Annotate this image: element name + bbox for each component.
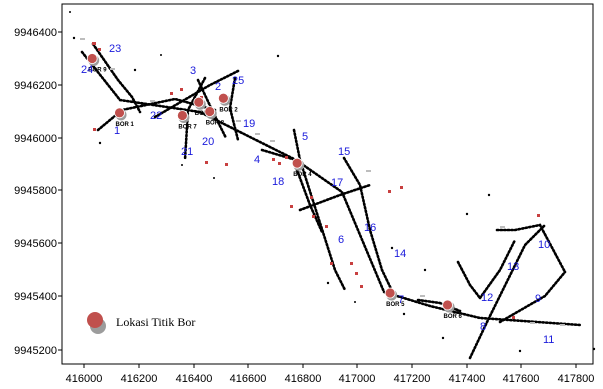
line-label: 4 (254, 154, 260, 166)
x-axis: 416000 416200 416400 416600 416800 41700… (66, 364, 595, 385)
track-line (260, 148, 298, 162)
borehole-marker (114, 107, 125, 119)
line-label: 7 (398, 294, 404, 306)
line-labels: 1 2 3 4 5 6 7 8 9 10 11 12 13 14 15 16 1… (81, 43, 554, 346)
borehole-label: BOR 1 (116, 122, 135, 128)
borehole-marker (193, 96, 205, 108)
track-line (153, 68, 242, 119)
x-tick-label: 417800 (558, 373, 595, 385)
borehole-marker (384, 287, 396, 299)
line-label: 9 (535, 293, 541, 305)
borehole-marker (217, 92, 229, 104)
track-line (456, 260, 482, 300)
borehole-label: BOR 3 (195, 111, 214, 117)
measurement-points (80, 38, 565, 326)
line-label: 25 (232, 75, 244, 87)
track-line (478, 238, 517, 300)
y-tick-label: 9945400 (14, 291, 57, 303)
isolated-points (69, 11, 596, 353)
line-label: 24 (81, 64, 93, 76)
borehole-label: BOR 8 (206, 121, 225, 127)
track-line (183, 76, 207, 162)
track-line (80, 50, 582, 327)
survey-tracks (80, 42, 582, 360)
track-line (292, 128, 347, 292)
line-label: 18 (272, 176, 284, 188)
x-tick-label: 417400 (449, 373, 486, 385)
x-tick-label: 416200 (121, 373, 158, 385)
borehole-label: BOR 7 (178, 124, 197, 130)
borehole-marker (442, 299, 453, 311)
borehole-label: BOR 5 (386, 302, 405, 308)
line-label: 10 (538, 239, 550, 251)
x-tick-label: 416000 (66, 373, 103, 385)
line-label: 15 (338, 146, 350, 158)
line-label: 17 (331, 177, 343, 189)
y-tick-label: 9946400 (14, 27, 57, 39)
borehole-label: BOR 9 (88, 68, 107, 74)
borehole-label: BOR 6 (444, 314, 463, 320)
legend: Lokasi Titik Bor (87, 312, 195, 334)
track-line (495, 223, 567, 274)
line-label: 3 (190, 65, 196, 77)
y-axis: 9946400 9946200 9946000 9945800 9945600 … (14, 27, 62, 357)
track-line (468, 223, 547, 360)
map-frame (61, 3, 594, 365)
x-tick-label: 417600 (503, 373, 540, 385)
y-tick-label: 9945200 (14, 345, 57, 357)
legend-label: Lokasi Titik Bor (116, 315, 195, 329)
legend-borehole-icon (87, 312, 103, 328)
x-tick-label: 416800 (285, 373, 322, 385)
line-label: 19 (243, 118, 255, 130)
line-label: 22 (150, 110, 162, 122)
track-line (298, 183, 372, 212)
borehole-marker (204, 106, 216, 117)
x-tick-label: 416600 (230, 373, 267, 385)
borehole-marker (176, 110, 188, 121)
borehole-label: BOR 2 (219, 107, 238, 113)
y-tick-label: 9946200 (14, 80, 57, 92)
x-tick-label: 417200 (394, 373, 431, 385)
borehole-layer: BOR 9 BOR 1 BOR 7 BOR 2 BOR 3 BOR 8 BOR 4 BOR 5… (86, 53, 463, 320)
line-label: 14 (394, 248, 406, 260)
line-label: 16 (364, 222, 376, 234)
line-label: 23 (109, 43, 121, 55)
line-label: 13 (507, 261, 519, 273)
line-label: 6 (338, 234, 344, 246)
borehole-label: BOR 4 (293, 172, 312, 178)
track-line (228, 76, 240, 142)
line-label: 2 (215, 81, 221, 93)
line-label: 5 (302, 131, 308, 143)
line-label: 1 (114, 125, 120, 137)
y-tick-label: 9945800 (14, 185, 57, 197)
borehole-marker (86, 53, 98, 64)
x-tick-label: 417000 (339, 373, 376, 385)
x-tick-label: 416400 (176, 373, 213, 385)
line-label: 11 (543, 334, 554, 346)
borehole-marker (291, 157, 303, 169)
line-label: 21 (181, 146, 193, 158)
line-label: 8 (480, 321, 486, 333)
line-label: 12 (481, 292, 493, 304)
track-line (498, 270, 567, 324)
track-line (91, 42, 142, 114)
y-tick-label: 9946000 (14, 133, 57, 145)
y-tick-label: 9945600 (14, 238, 57, 250)
line-label: 20 (202, 136, 214, 148)
track-line (342, 156, 396, 297)
